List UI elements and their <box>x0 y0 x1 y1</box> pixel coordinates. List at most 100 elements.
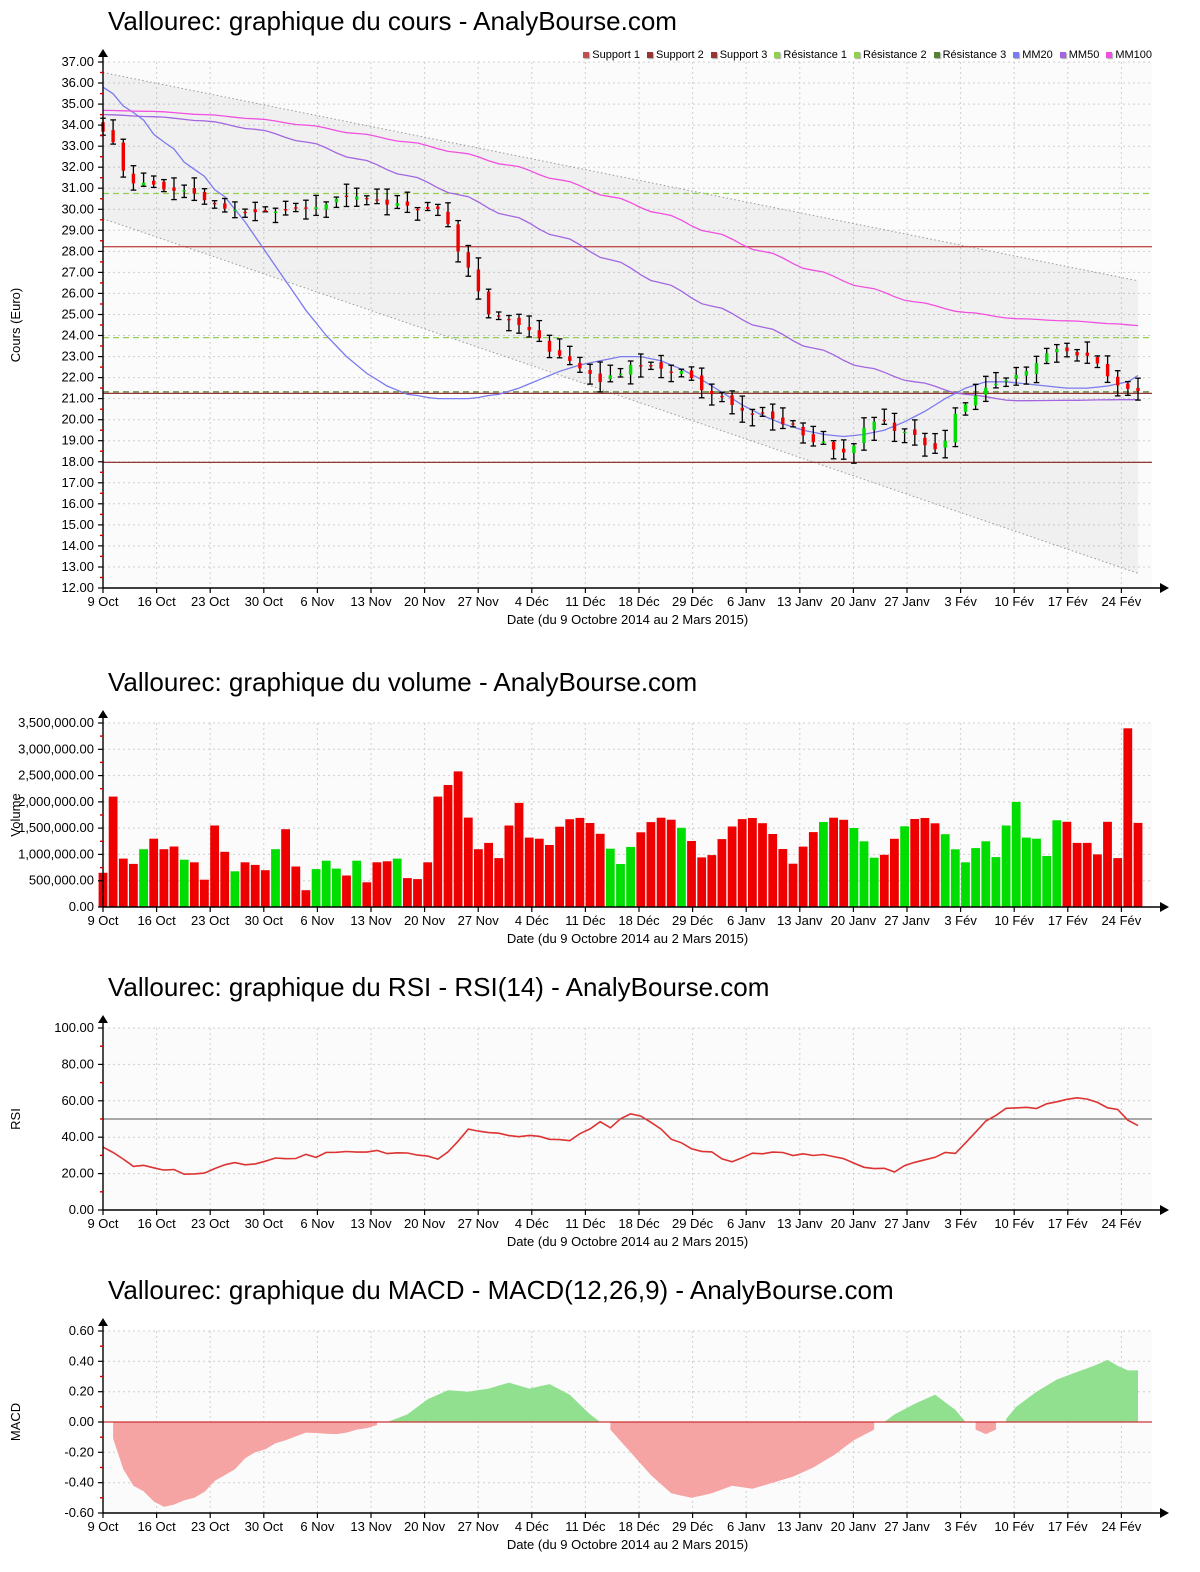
svg-text:31.00: 31.00 <box>61 180 94 195</box>
svg-text:30 Oct: 30 Oct <box>245 1519 284 1534</box>
svg-text:80.00: 80.00 <box>61 1056 94 1071</box>
svg-text:20 Janv: 20 Janv <box>831 594 877 609</box>
svg-text:20 Janv: 20 Janv <box>831 913 877 928</box>
svg-text:0.00: 0.00 <box>69 899 94 914</box>
svg-text:34.00: 34.00 <box>61 117 94 132</box>
svg-text:9 Oct: 9 Oct <box>87 913 118 928</box>
svg-text:24.00: 24.00 <box>61 328 94 343</box>
svg-text:29.00: 29.00 <box>61 222 94 237</box>
svg-text:6 Nov: 6 Nov <box>300 594 334 609</box>
svg-text:26.00: 26.00 <box>61 285 94 300</box>
svg-text:6 Janv: 6 Janv <box>727 1216 766 1231</box>
svg-text:18 Déc: 18 Déc <box>618 913 660 928</box>
svg-text:1,500,000.00: 1,500,000.00 <box>18 820 94 835</box>
svg-text:16 Oct: 16 Oct <box>137 1216 176 1231</box>
svg-text:13 Janv: 13 Janv <box>777 1216 823 1231</box>
svg-text:11 Déc: 11 Déc <box>565 594 606 609</box>
svg-text:27 Nov: 27 Nov <box>458 1216 500 1231</box>
svg-text:11 Déc: 11 Déc <box>565 1216 606 1231</box>
svg-text:27 Janv: 27 Janv <box>884 594 930 609</box>
svg-text:3 Fév: 3 Fév <box>944 1519 977 1534</box>
svg-text:25.00: 25.00 <box>61 307 94 322</box>
svg-text:6 Janv: 6 Janv <box>727 1519 766 1534</box>
svg-text:20 Nov: 20 Nov <box>404 913 446 928</box>
svg-text:18 Déc: 18 Déc <box>618 1216 660 1231</box>
svg-text:3,000,000.00: 3,000,000.00 <box>18 741 94 756</box>
svg-text:Date (du 9 Octobre 2014 au 2 M: Date (du 9 Octobre 2014 au 2 Mars 2015) <box>507 1234 748 1249</box>
svg-text:6 Janv: 6 Janv <box>727 913 766 928</box>
svg-text:16 Oct: 16 Oct <box>137 1519 176 1534</box>
svg-text:22.00: 22.00 <box>61 370 94 385</box>
svg-text:27 Janv: 27 Janv <box>884 1519 930 1534</box>
svg-text:0.40: 0.40 <box>69 1353 94 1368</box>
svg-text:6 Nov: 6 Nov <box>300 1519 334 1534</box>
svg-text:13 Janv: 13 Janv <box>777 594 823 609</box>
svg-text:11 Déc: 11 Déc <box>565 913 606 928</box>
svg-text:30.00: 30.00 <box>61 201 94 216</box>
svg-text:24 Fév: 24 Fév <box>1102 1519 1142 1534</box>
svg-text:18.00: 18.00 <box>61 454 94 469</box>
svg-text:35.00: 35.00 <box>61 96 94 111</box>
svg-text:20.00: 20.00 <box>61 1166 94 1181</box>
svg-text:0.00: 0.00 <box>69 1414 94 1429</box>
svg-text:-0.20: -0.20 <box>64 1444 94 1459</box>
svg-text:18 Déc: 18 Déc <box>618 594 660 609</box>
svg-text:0.20: 0.20 <box>69 1384 94 1399</box>
svg-text:29 Déc: 29 Déc <box>672 1519 714 1534</box>
svg-text:27 Nov: 27 Nov <box>458 594 500 609</box>
svg-text:24 Fév: 24 Fév <box>1102 913 1142 928</box>
svg-text:Date (du 9 Octobre 2014 au 2 M: Date (du 9 Octobre 2014 au 2 Mars 2015) <box>507 612 748 627</box>
svg-text:6 Nov: 6 Nov <box>300 1216 334 1231</box>
svg-text:13 Janv: 13 Janv <box>777 1519 823 1534</box>
svg-text:28.00: 28.00 <box>61 243 94 258</box>
svg-text:Cours (Euro): Cours (Euro) <box>8 288 23 362</box>
svg-text:19.00: 19.00 <box>61 433 94 448</box>
svg-text:30 Oct: 30 Oct <box>245 1216 284 1231</box>
svg-text:15.00: 15.00 <box>61 517 94 532</box>
svg-text:40.00: 40.00 <box>61 1129 94 1144</box>
svg-text:20.00: 20.00 <box>61 412 94 427</box>
svg-text:30 Oct: 30 Oct <box>245 594 284 609</box>
svg-text:16.00: 16.00 <box>61 496 94 511</box>
svg-text:27 Nov: 27 Nov <box>458 913 500 928</box>
svg-text:13 Nov: 13 Nov <box>350 1216 392 1231</box>
svg-text:17 Fév: 17 Fév <box>1048 913 1088 928</box>
svg-text:30 Oct: 30 Oct <box>245 913 284 928</box>
svg-text:27 Janv: 27 Janv <box>884 913 930 928</box>
svg-text:13.00: 13.00 <box>61 559 94 574</box>
svg-text:23.00: 23.00 <box>61 349 94 364</box>
svg-text:17.00: 17.00 <box>61 475 94 490</box>
svg-text:100.00: 100.00 <box>54 1020 94 1035</box>
svg-text:17 Fév: 17 Fév <box>1048 594 1088 609</box>
svg-text:4 Déc: 4 Déc <box>515 594 549 609</box>
svg-text:17 Fév: 17 Fév <box>1048 1216 1088 1231</box>
svg-text:2,000,000.00: 2,000,000.00 <box>18 794 94 809</box>
svg-text:4 Déc: 4 Déc <box>515 913 549 928</box>
svg-text:10 Fév: 10 Fév <box>994 1519 1034 1534</box>
svg-text:23 Oct: 23 Oct <box>191 594 230 609</box>
svg-text:12.00: 12.00 <box>61 580 94 595</box>
svg-text:RSI: RSI <box>8 1108 23 1130</box>
svg-text:500,000.00: 500,000.00 <box>29 873 94 888</box>
svg-text:13 Janv: 13 Janv <box>777 913 823 928</box>
svg-text:1,000,000.00: 1,000,000.00 <box>18 846 94 861</box>
svg-text:20 Nov: 20 Nov <box>404 1519 446 1534</box>
svg-text:13 Nov: 13 Nov <box>350 913 392 928</box>
svg-text:3 Fév: 3 Fév <box>944 594 977 609</box>
svg-text:4 Déc: 4 Déc <box>515 1519 549 1534</box>
svg-text:0.60: 0.60 <box>69 1323 94 1338</box>
svg-text:16 Oct: 16 Oct <box>137 594 176 609</box>
svg-text:16 Oct: 16 Oct <box>137 913 176 928</box>
svg-text:6 Nov: 6 Nov <box>300 913 334 928</box>
svg-text:10 Fév: 10 Fév <box>994 594 1034 609</box>
svg-text:20 Nov: 20 Nov <box>404 594 446 609</box>
svg-text:9 Oct: 9 Oct <box>87 594 118 609</box>
svg-text:60.00: 60.00 <box>61 1093 94 1108</box>
svg-text:3 Fév: 3 Fév <box>944 1216 977 1231</box>
svg-text:-0.40: -0.40 <box>64 1475 94 1490</box>
svg-text:23 Oct: 23 Oct <box>191 1216 230 1231</box>
svg-text:33.00: 33.00 <box>61 138 94 153</box>
svg-text:14.00: 14.00 <box>61 538 94 553</box>
svg-text:27 Janv: 27 Janv <box>884 1216 930 1231</box>
svg-text:29 Déc: 29 Déc <box>672 1216 714 1231</box>
